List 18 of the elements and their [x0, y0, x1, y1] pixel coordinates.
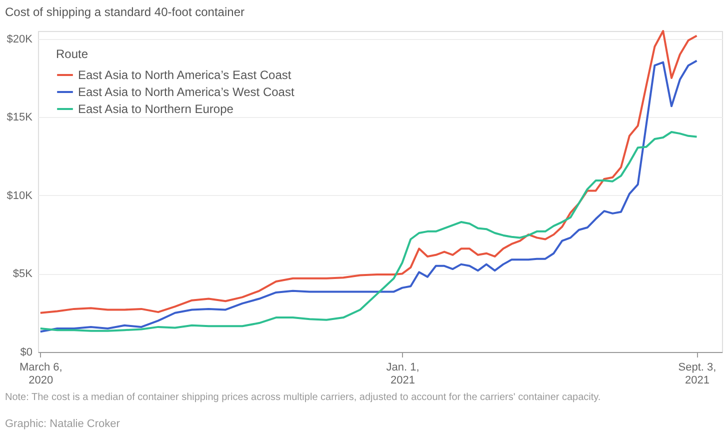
text: Note: The cost is a median of container shipping prices across multiple carriers, adjusted to account for the carriers' container capacity. [5, 392, 601, 403]
line-series [39, 30, 698, 314]
y-tick-label: $10K [6, 190, 34, 202]
line-series [39, 131, 698, 332]
y-tick-label: $5K [12, 268, 34, 280]
legend-label: East Asia to North America’s East Coast [78, 68, 292, 82]
legend-title: Route [56, 47, 88, 61]
legend-label: East Asia to Northern Europe [78, 102, 234, 116]
legend-label: East Asia to North America’s West Coast [78, 85, 295, 99]
line-series [39, 60, 698, 333]
chart-title: Cost of shipping a standard 40-foot container [5, 5, 244, 19]
y-tick-label: $15K [6, 112, 34, 124]
y-tick-label: $20K [6, 33, 34, 46]
text: Graphic: Natalie Croker [5, 418, 120, 430]
x-tick-label: Sept. 3, 2021 [678, 362, 716, 386]
x-tick-label: Jan. 1, 2021 [386, 362, 420, 386]
y-tick-label: $0 [20, 346, 32, 358]
x-tick-label: March 6, 2020 [20, 362, 62, 386]
